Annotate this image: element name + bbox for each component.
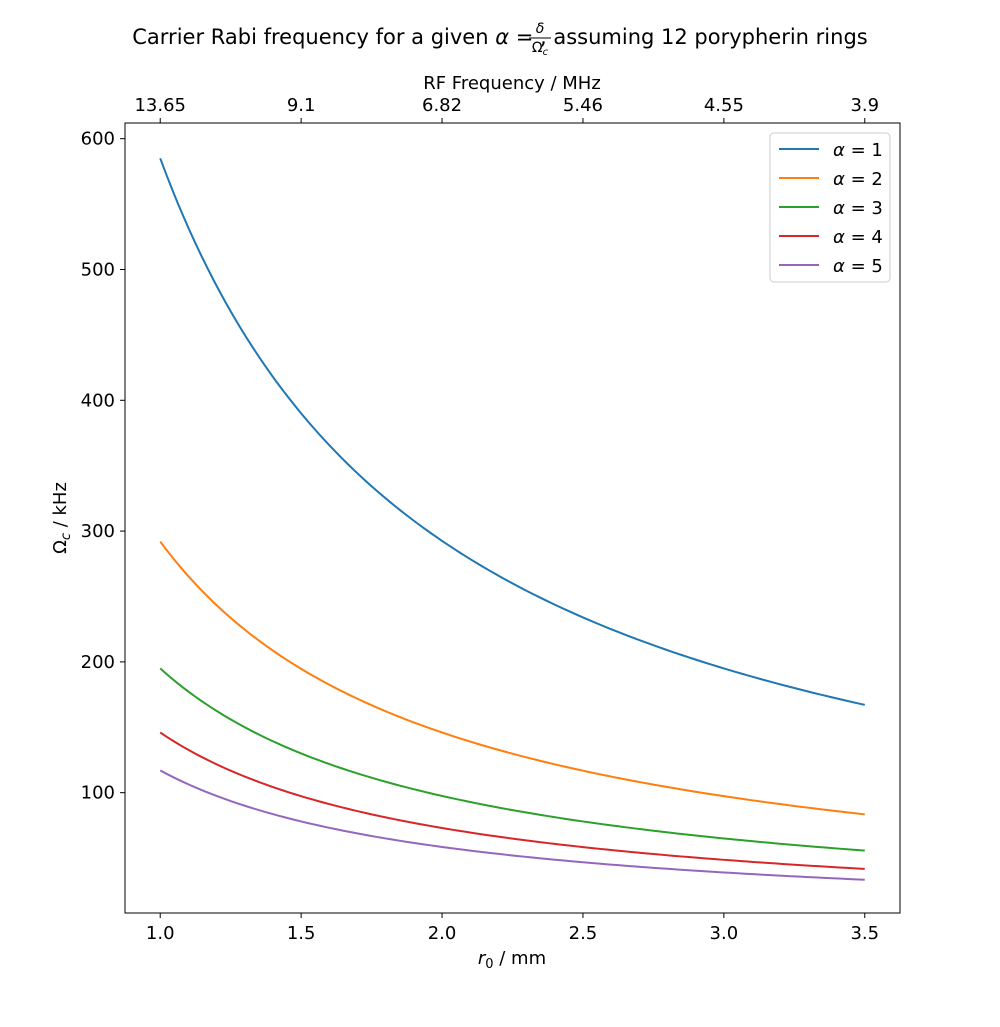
legend-alpha-value: = 4: [845, 227, 883, 248]
top-x-tick-label: 5.46: [563, 95, 603, 116]
x-tick-label: 3.5: [850, 923, 879, 944]
top-x-tick-label: 4.55: [704, 95, 744, 116]
legend-alpha-symbol: α: [833, 140, 845, 161]
y-tick-label: 100: [81, 783, 115, 804]
series-line-alpha-5: [159, 769, 865, 881]
x-tick-label: 1.0: [146, 923, 175, 944]
title-eq: =: [509, 25, 540, 49]
x-tick-label: 2.5: [569, 923, 598, 944]
plot-frame: [124, 122, 901, 914]
legend-alpha-symbol: α: [833, 198, 845, 219]
legend-entry-alpha-5: α = 5: [833, 256, 883, 277]
title-fraction-den-base: Ω: [532, 40, 543, 56]
y-tick-label: 500: [81, 259, 115, 280]
legend-entry-alpha-2: α = 2: [833, 169, 883, 190]
title-fraction-den-sub: c: [543, 47, 549, 58]
legend-entry-alpha-1: α = 1: [833, 140, 883, 161]
legend-entry-alpha-3: α = 3: [833, 198, 883, 219]
title-suffix: , assuming 12 porypherin rings: [540, 25, 868, 49]
y-axis-label-sub: c: [59, 533, 74, 540]
legend-alpha-value: = 5: [845, 256, 883, 277]
legend-alpha-value: = 2: [845, 169, 883, 190]
legend-alpha-symbol: α: [833, 169, 845, 190]
chart-title: Carrier Rabi frequency for a given α = ,…: [132, 25, 867, 49]
y-axis-label-unit: / kHz: [50, 482, 71, 533]
y-axis-ticks: 100 200 300 400 500 600: [81, 129, 125, 804]
y-tick-label: 400: [81, 390, 115, 411]
series-line-alpha-3: [159, 667, 865, 852]
y-axis-label: Ωc / kHz: [50, 482, 74, 554]
top-x-tick-label: 6.82: [422, 95, 462, 116]
series-line-alpha-2: [159, 540, 865, 816]
title-fraction-denominator: Ωc: [532, 40, 549, 58]
y-axis-label-var: Ω: [50, 540, 71, 554]
legend-alpha-symbol: α: [833, 256, 845, 277]
title-fraction: δ Ωc: [529, 21, 551, 58]
legend-box: [769, 132, 891, 283]
top-x-tick-label: 9.1: [287, 95, 316, 116]
legend-alpha-value: = 3: [845, 198, 883, 219]
y-tick-label: 600: [81, 129, 115, 150]
x-axis-label-sub: 0: [485, 957, 493, 972]
x-tick-label: 3.0: [710, 923, 739, 944]
x-tick-label: 1.5: [287, 923, 316, 944]
series-layer: [159, 157, 865, 881]
title-fraction-numerator: δ: [536, 21, 545, 37]
x-tick-label: 2.0: [428, 923, 457, 944]
legend-alpha-value: = 1: [845, 140, 883, 161]
legend-alpha-symbol: α: [833, 227, 845, 248]
legend-entry-alpha-4: α = 4: [833, 227, 883, 248]
legend: α = 1α = 2α = 3α = 4α = 5: [769, 132, 891, 283]
top-x-tick-label: 13.65: [134, 95, 186, 116]
x-axis-label-unit: / mm: [494, 948, 547, 969]
top-x-axis-ticks: 13.65 9.1 6.82 5.46 4.55 3.9: [134, 95, 879, 123]
x-axis-label: r0 / mm: [478, 948, 546, 972]
series-line-alpha-4: [159, 731, 865, 870]
title-prefix: Carrier Rabi frequency for a given: [132, 25, 495, 49]
x-axis-label-var: r: [478, 948, 487, 969]
y-tick-label: 200: [81, 652, 115, 673]
x-axis-ticks: 1.0 1.5 2.0 2.5 3.0 3.5: [146, 913, 879, 944]
legend-items: α = 1α = 2α = 3α = 4α = 5: [779, 140, 883, 277]
top-x-axis-label: RF Frequency / MHz: [423, 73, 601, 94]
series-line-alpha-1: [159, 157, 865, 706]
top-x-tick-label: 3.9: [850, 95, 879, 116]
title-alpha: α: [495, 25, 509, 49]
y-tick-label: 300: [81, 521, 115, 542]
